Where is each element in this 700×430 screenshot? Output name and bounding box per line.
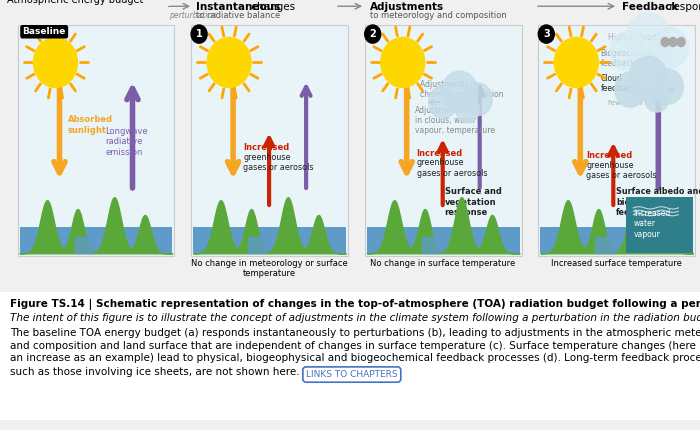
Text: to radiative balance: to radiative balance [196,11,280,20]
Circle shape [610,31,645,71]
Circle shape [669,37,677,46]
Circle shape [456,96,480,123]
Circle shape [554,37,598,87]
Circle shape [661,37,669,46]
Circle shape [653,28,688,68]
Text: Increased
water
vapour: Increased water vapour [634,209,671,239]
Text: greenhouse
gases or aerosols: greenhouse gases or aerosols [243,153,314,172]
Bar [18,25,174,255]
Text: 3: 3 [543,29,550,39]
Text: an increase as an example) lead to physical, biogeophysical and biogeochemical f: an increase as an example) lead to physi… [10,353,700,363]
Bar [626,197,693,253]
Text: Higher clouds: Higher clouds [608,33,661,42]
Bar [20,227,172,253]
Text: Adjustments: Adjustments [370,2,444,12]
Text: Increased surface temperature: Increased surface temperature [552,259,682,268]
Text: LINKS TO CHAPTERS: LINKS TO CHAPTERS [306,370,398,379]
Text: Baseline: Baseline [22,27,66,36]
Text: Increased: Increased [587,151,633,160]
Text: The baseline TOA energy budget (a) responds instantaneously to perturbations (b): The baseline TOA energy budget (a) respo… [10,328,700,338]
Circle shape [629,56,668,101]
Text: Atmospheric energy budget: Atmospheric energy budget [7,0,143,5]
Circle shape [644,83,669,112]
Circle shape [615,72,645,107]
Text: Adjustments
in clouds, water
vapour, temperature: Adjustments in clouds, water vapour, tem… [414,106,495,135]
Bar [538,25,695,255]
Bar [365,25,522,255]
Text: 2: 2 [370,29,376,39]
Text: The intent of this figure is to illustrate the concept of adjustments in the cli: The intent of this figure is to illustra… [10,313,700,323]
Circle shape [428,86,457,119]
Circle shape [626,13,671,64]
Text: 1: 1 [196,29,202,39]
Circle shape [463,83,492,116]
Text: greenhouse
gases or aerosols: greenhouse gases or aerosols [587,161,657,180]
Bar [367,227,519,253]
Circle shape [652,69,683,104]
Circle shape [34,37,78,87]
Text: responses: responses [666,2,700,12]
Circle shape [677,37,685,46]
Text: Longwave
radiative
emission: Longwave radiative emission [106,127,148,157]
Text: fewer low clouds: fewer low clouds [608,100,668,106]
Circle shape [207,37,251,87]
Text: changes: changes [248,2,295,12]
Text: Absorbed
sunlight: Absorbed sunlight [67,115,113,135]
Bar [540,227,693,253]
Circle shape [538,25,554,43]
Circle shape [191,25,207,43]
Text: Figure TS.14 | Schematic representation of changes in the top-of-atmosphere (TOA: Figure TS.14 | Schematic representation … [10,299,700,310]
Text: Cloud
feedback: Cloud feedback [601,74,636,93]
Text: Adjustments in
chemical composition: Adjustments in chemical composition [420,80,503,99]
Text: to meteorology and composition: to meteorology and composition [370,11,507,20]
Text: greenhouse
gases or aerosols: greenhouse gases or aerosols [416,158,487,178]
Text: Biogeochemical
feedback: Biogeochemical feedback [601,49,661,68]
Text: Increased: Increased [416,149,463,158]
Circle shape [381,37,425,87]
Text: No change in meteorology or surface
temperature: No change in meteorology or surface temp… [191,259,348,278]
Text: Feedback: Feedback [622,2,678,12]
Bar [191,25,348,255]
Text: Increased: Increased [243,143,289,152]
Bar [193,227,346,253]
Text: Instantaneous: Instantaneous [196,2,280,12]
Text: and composition and land surface that are independent of changes in surface temp: and composition and land surface that ar… [10,341,700,350]
Circle shape [365,25,381,43]
Text: Surface and
vegetation
response: Surface and vegetation response [444,187,502,217]
Text: No change in surface temperature: No change in surface temperature [370,259,516,268]
Text: perturbation: perturbation [169,11,217,20]
Text: such as those involving ice sheets, are not shown here.: such as those involving ice sheets, are … [10,367,300,377]
Circle shape [643,44,672,77]
Text: Surface albedo and
biogeochemical
feedback: Surface albedo and biogeochemical feedba… [616,187,700,217]
Circle shape [442,71,478,113]
